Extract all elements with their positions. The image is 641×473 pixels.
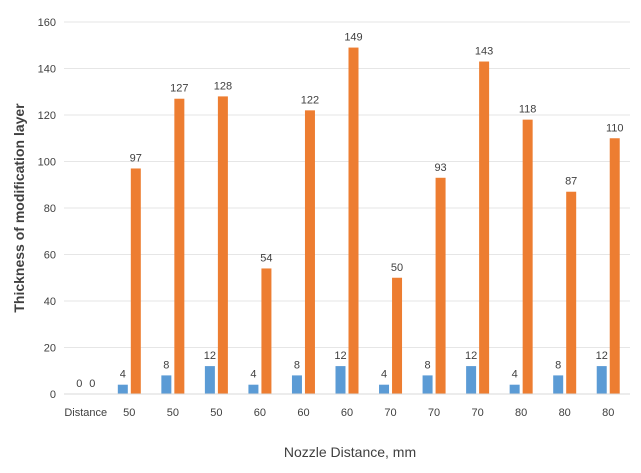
data-label-series-1: 12 [465,350,477,362]
bar-series-1 [204,366,215,394]
data-labels: 0 049781271212845481221214945089312143411… [76,32,623,390]
y-tick-label: 20 [44,343,56,355]
data-label-series-2: 0 [89,378,95,390]
x-category-label: 70 [428,407,440,419]
data-label-series-1: 4 [120,369,126,381]
x-category-label: 80 [602,407,614,419]
x-category-label: 50 [167,407,179,419]
y-tick-label: 120 [38,110,56,122]
bar-series-2 [304,110,315,394]
y-tick-label: 160 [38,17,56,29]
data-label-series-2: 149 [344,32,362,44]
data-label-series-2: 118 [519,104,537,116]
y-tick-label: 0 [50,389,56,401]
bar-series-2 [566,191,577,394]
bar-series-2 [348,47,359,394]
data-label-series-1: 4 [512,369,518,381]
data-label-series-2: 110 [606,122,624,134]
x-category-label: Distance [64,407,107,419]
bar-series-2 [522,119,533,395]
data-label-series-1: 8 [163,359,169,371]
bar-series-1 [291,375,302,394]
data-label-series-2: 93 [434,162,446,174]
y-tick-label: 140 [38,64,56,76]
bar-series-2 [217,96,228,395]
bar-series-1 [509,384,520,394]
data-label-series-2: 87 [565,176,577,188]
data-label-series-2: 143 [475,46,493,58]
bar-series-1 [335,366,346,394]
bar-series-1 [248,384,259,394]
x-axis-categories: Distance 50 50 50 60 60 60 70 70 70 80 80 80 [64,407,614,419]
x-category-label: 50 [123,407,135,419]
y-tick-label: 40 [44,296,56,308]
data-label-series-2: 122 [301,94,319,106]
data-label-series-1: 4 [381,369,387,381]
bar-series-2 [609,138,620,394]
bar-series-2 [261,268,272,394]
x-category-label: 60 [297,407,309,419]
data-label-series-1: 12 [334,350,346,362]
bar-series-1 [161,375,172,394]
bar-series-2 [392,277,403,394]
x-axis-title: Nozzle Distance, mm [284,444,416,460]
x-category-label: 80 [515,407,527,419]
x-category-label: 70 [471,407,483,419]
x-category-label: 60 [254,407,266,419]
x-category-label: 70 [384,407,396,419]
bar-series-2 [435,177,446,394]
bar-series-1 [466,366,477,394]
y-tick-label: 60 [44,250,56,262]
bar-series-2 [479,61,490,395]
bar-series-1 [553,375,564,394]
data-label-series-1: 8 [294,359,300,371]
y-axis-title: Thickness of modification layer [11,103,27,313]
y-axis-ticks: 0 20 40 60 80 100 120 140 160 [38,17,56,401]
data-label-series-2: 127 [170,83,188,95]
bar-series-1 [422,375,433,394]
data-label-series-2: 97 [130,152,142,164]
data-label-series-2: 128 [214,80,232,92]
data-label-series-1: 8 [555,359,561,371]
x-category-label: 50 [210,407,222,419]
data-label-series-2: 54 [260,252,272,264]
x-category-label: 60 [341,407,353,419]
bars [117,47,620,395]
data-label-series-1: 8 [425,359,431,371]
bar-series-2 [130,168,141,394]
bar-series-1 [117,384,128,394]
y-tick-label: 80 [44,203,56,215]
data-label-series-1: 4 [250,369,256,381]
bar-series-1 [596,366,607,394]
data-label-series-1: 0 [76,378,82,390]
bar-series-1 [379,384,390,394]
x-category-label: 80 [559,407,571,419]
gridlines [64,21,630,348]
bar-series-2 [174,98,185,394]
data-label-series-1: 12 [204,350,216,362]
y-tick-label: 100 [38,157,56,169]
data-label-series-1: 12 [596,350,608,362]
data-label-series-2: 50 [391,262,403,274]
